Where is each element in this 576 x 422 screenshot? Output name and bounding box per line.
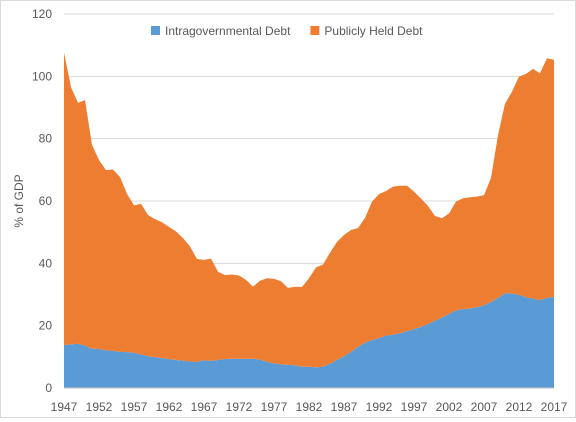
- x-tick-label: 1982: [296, 400, 323, 414]
- x-tick-label: 1947: [51, 400, 78, 414]
- y-tick-label: 120: [32, 7, 52, 21]
- y-tick-label: 100: [32, 69, 52, 83]
- legend-swatch-2: [310, 26, 320, 35]
- legend: Intragovernmental Debt Publicly Held Debt: [151, 24, 423, 38]
- legend-swatch-1: [151, 26, 160, 35]
- x-tick-label: 1967: [191, 400, 218, 414]
- area-series-2: [64, 52, 554, 368]
- legend-label-1: Intragovernmental Debt: [165, 24, 291, 38]
- area-series-1: [64, 293, 554, 388]
- x-tick-label: 2012: [506, 400, 533, 414]
- x-tick-label: 1957: [121, 400, 148, 414]
- y-tick-label: 20: [39, 319, 53, 333]
- x-tick-label: 2007: [471, 400, 498, 414]
- y-tick-label: 40: [39, 256, 53, 270]
- x-tick-label: 2017: [541, 400, 568, 414]
- areas: [64, 52, 554, 388]
- x-tick-label: 1977: [261, 400, 288, 414]
- y-axis: 0 20 40 60 80 100 120: [32, 7, 52, 395]
- x-tick-label: 1972: [226, 400, 253, 414]
- x-tick-label: 1987: [331, 400, 358, 414]
- y-tick-label: 0: [45, 381, 52, 395]
- y-axis-label: % of GDP: [12, 174, 26, 227]
- x-tick-label: 2002: [436, 400, 463, 414]
- x-tick-label: 1952: [86, 400, 113, 414]
- y-tick-label: 80: [39, 132, 53, 146]
- x-axis: 1947 1952 1957 1962 1967 1972 1977 1982 1987 1992…: [51, 387, 568, 414]
- x-tick-label: 1962: [156, 400, 183, 414]
- legend-label-2: Publicly Held Debt: [324, 24, 423, 38]
- x-tick-label: 1997: [401, 400, 428, 414]
- y-tick-label: 60: [39, 194, 53, 208]
- x-tick-label: 1992: [366, 400, 393, 414]
